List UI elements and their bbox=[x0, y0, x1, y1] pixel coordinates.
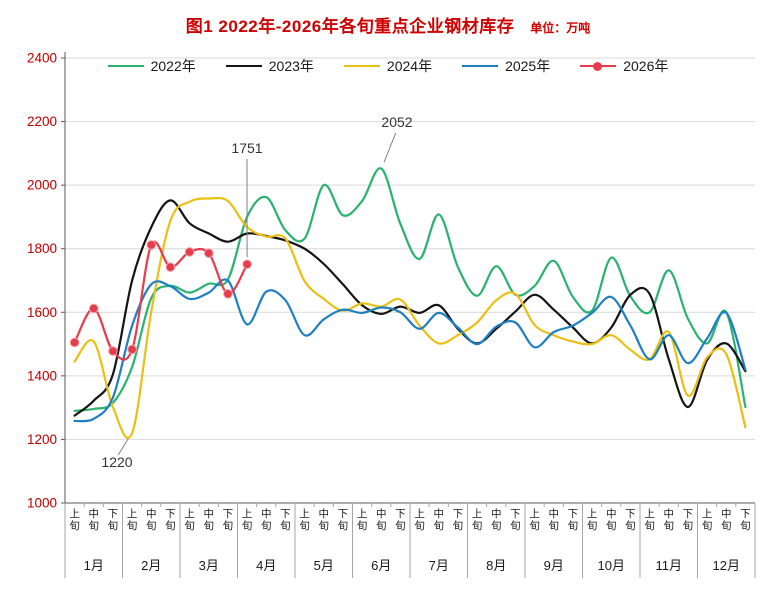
legend-label-2: 2024年 bbox=[386, 58, 433, 74]
x-month-label: 11月 bbox=[656, 558, 683, 573]
series-line-0 bbox=[73, 167, 747, 412]
x-period-label: 下旬 bbox=[625, 508, 636, 532]
x-period-label: 下旬 bbox=[453, 508, 464, 532]
annotation-label: 1220 bbox=[101, 454, 132, 470]
data-point-marker-4 bbox=[108, 346, 118, 356]
legend-item-0: 2022年 bbox=[107, 56, 196, 76]
x-month-label: 3月 bbox=[199, 558, 219, 573]
x-period-label: 中旬 bbox=[721, 507, 732, 532]
legend-label-3: 2025年 bbox=[505, 58, 551, 74]
legend-marker-dot bbox=[593, 61, 603, 71]
legend-line-sample-1 bbox=[225, 61, 262, 71]
data-point-marker-4 bbox=[165, 262, 176, 272]
legend-line-sample-4 bbox=[580, 61, 617, 71]
x-period-label: 中旬 bbox=[606, 507, 617, 532]
y-tick-label: 2200 bbox=[27, 114, 57, 129]
x-period-label: 下旬 bbox=[683, 508, 694, 532]
annotation-label: 1751 bbox=[231, 140, 262, 156]
x-month-label: 1月 bbox=[84, 558, 104, 573]
series-line-3 bbox=[73, 278, 747, 423]
x-month-label: 9月 bbox=[544, 558, 564, 573]
x-period-label: 上旬 bbox=[184, 508, 195, 532]
x-period-label: 下旬 bbox=[740, 508, 751, 532]
legend-item-2: 2024年 bbox=[343, 56, 433, 76]
x-period-label: 下旬 bbox=[510, 508, 521, 532]
x-period-label: 下旬 bbox=[395, 508, 406, 532]
x-period-label: 下旬 bbox=[223, 508, 234, 532]
x-period-label: 中旬 bbox=[491, 507, 502, 532]
x-period-label: 上旬 bbox=[127, 508, 138, 532]
x-period-label: 下旬 bbox=[280, 508, 291, 532]
x-period-label: 上旬 bbox=[69, 508, 80, 532]
series-line-2 bbox=[73, 196, 747, 439]
data-point-marker-4 bbox=[88, 303, 99, 314]
x-period-label: 上旬 bbox=[702, 508, 713, 532]
legend-label-4: 2026年 bbox=[623, 58, 669, 74]
x-period-label: 下旬 bbox=[568, 508, 579, 532]
data-point-marker-4 bbox=[203, 248, 214, 258]
series-line-1 bbox=[73, 199, 747, 417]
y-tick-label: 1600 bbox=[27, 305, 57, 320]
x-period-label: 中旬 bbox=[146, 507, 157, 532]
x-period-label: 上旬 bbox=[644, 508, 655, 532]
y-tick-label: 1200 bbox=[27, 432, 57, 447]
y-tick-label: 2000 bbox=[27, 178, 57, 193]
legend-item-1: 2023年 bbox=[225, 56, 314, 76]
x-period-label: 中旬 bbox=[549, 507, 560, 532]
x-period-label: 中旬 bbox=[376, 507, 387, 532]
x-month-label: 12月 bbox=[713, 558, 740, 573]
unit-label: 单位：万吨 bbox=[530, 21, 591, 35]
x-month-label: 10月 bbox=[598, 558, 625, 573]
legend-item-4: 2026年 bbox=[580, 56, 668, 76]
x-month-label: 5月 bbox=[314, 558, 334, 573]
chart-title: 图1 2022年-2026年各旬重点企业钢材库存 bbox=[185, 17, 515, 36]
annotation-leader bbox=[383, 132, 397, 163]
x-period-label: 中旬 bbox=[434, 507, 445, 532]
data-point-marker-4 bbox=[184, 247, 195, 257]
legend-line-sample-3 bbox=[462, 61, 499, 71]
data-point-marker-4 bbox=[69, 337, 80, 348]
x-period-label: 上旬 bbox=[299, 508, 310, 532]
x-period-label: 上旬 bbox=[587, 508, 598, 532]
x-period-label: 中旬 bbox=[204, 507, 215, 532]
chart-legend: 2022年 2023年 2024年 2025年 2026年 bbox=[0, 56, 776, 76]
x-month-label: 4月 bbox=[256, 558, 276, 573]
x-period-label: 下旬 bbox=[165, 508, 176, 532]
series-line-4 bbox=[73, 240, 249, 361]
x-period-label: 上旬 bbox=[472, 508, 483, 532]
x-period-label: 中旬 bbox=[319, 507, 330, 532]
y-tick-label: 1800 bbox=[27, 241, 57, 256]
legend-line-sample-0 bbox=[107, 61, 144, 71]
y-tick-label: 1400 bbox=[27, 368, 57, 383]
x-period-label: 中旬 bbox=[664, 507, 675, 532]
data-point-marker-4 bbox=[242, 259, 252, 270]
x-period-label: 上旬 bbox=[242, 508, 253, 532]
legend-label-1: 2023年 bbox=[268, 58, 314, 74]
x-period-label: 上旬 bbox=[414, 508, 425, 532]
x-period-label: 下旬 bbox=[108, 508, 119, 532]
x-month-label: 7月 bbox=[429, 558, 449, 573]
x-period-label: 上旬 bbox=[357, 508, 368, 532]
x-period-label: 中旬 bbox=[261, 507, 272, 532]
y-tick-label: 1000 bbox=[27, 496, 57, 511]
x-period-label: 上旬 bbox=[529, 508, 540, 532]
x-period-label: 下旬 bbox=[338, 508, 349, 532]
annotation-label: 2052 bbox=[381, 114, 412, 130]
data-point-marker-4 bbox=[127, 344, 137, 355]
x-month-label: 6月 bbox=[371, 558, 391, 573]
x-month-label: 8月 bbox=[486, 558, 506, 573]
data-point-marker-4 bbox=[146, 240, 157, 250]
y-tick-label: 2400 bbox=[27, 51, 57, 66]
data-point-marker-4 bbox=[223, 289, 233, 299]
legend-item-3: 2025年 bbox=[462, 56, 550, 76]
x-period-label: 中旬 bbox=[89, 507, 100, 532]
annotation-leader bbox=[117, 438, 129, 456]
x-month-label: 2月 bbox=[141, 558, 161, 573]
legend-line-sample-2 bbox=[343, 61, 380, 71]
legend-label-0: 2022年 bbox=[150, 58, 196, 74]
chart-title-row: 图1 2022年-2026年各旬重点企业钢材库存 单位：万吨 bbox=[0, 12, 776, 37]
